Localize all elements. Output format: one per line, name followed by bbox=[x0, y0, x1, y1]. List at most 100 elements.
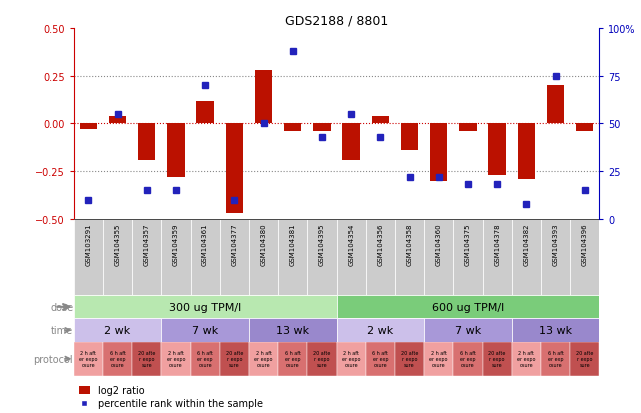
Text: 13 wk: 13 wk bbox=[276, 325, 310, 335]
Text: 7 wk: 7 wk bbox=[455, 325, 481, 335]
Bar bbox=[307, 342, 337, 376]
Text: 20 afte
r expo
sure: 20 afte r expo sure bbox=[313, 351, 331, 367]
Text: GSM104359: GSM104359 bbox=[173, 223, 179, 266]
Title: GDS2188 / 8801: GDS2188 / 8801 bbox=[285, 15, 388, 28]
Text: 2 h aft
er expo
osure: 2 h aft er expo osure bbox=[79, 351, 97, 367]
Bar bbox=[313, 124, 331, 132]
Bar bbox=[372, 116, 389, 124]
Text: GSM104361: GSM104361 bbox=[202, 223, 208, 266]
Text: GSM104382: GSM104382 bbox=[523, 223, 529, 266]
Text: 2 h aft
er expo
osure: 2 h aft er expo osure bbox=[254, 351, 273, 367]
Bar bbox=[74, 319, 162, 342]
Bar bbox=[249, 342, 278, 376]
Bar bbox=[167, 124, 185, 178]
Bar bbox=[103, 342, 132, 376]
Text: GSM103291: GSM103291 bbox=[85, 223, 91, 266]
Text: GSM104356: GSM104356 bbox=[378, 223, 383, 266]
Text: 13 wk: 13 wk bbox=[539, 325, 572, 335]
Text: 6 h aft
er exp
osure: 6 h aft er exp osure bbox=[460, 351, 476, 367]
Bar bbox=[401, 124, 419, 151]
Bar bbox=[74, 219, 103, 295]
Text: GSM104355: GSM104355 bbox=[115, 223, 121, 266]
Text: time: time bbox=[51, 325, 73, 335]
Text: GSM104381: GSM104381 bbox=[290, 223, 296, 266]
Text: GSM104357: GSM104357 bbox=[144, 223, 150, 266]
Bar bbox=[337, 319, 424, 342]
Text: protocol: protocol bbox=[33, 354, 73, 364]
Bar bbox=[162, 319, 249, 342]
Text: 20 afte
r expo
sure: 20 afte r expo sure bbox=[488, 351, 506, 367]
Bar bbox=[196, 101, 214, 124]
Text: 6 h aft
er exp
osure: 6 h aft er exp osure bbox=[285, 351, 301, 367]
Bar bbox=[74, 342, 103, 376]
Bar bbox=[424, 319, 512, 342]
Text: 20 afte
r expo
sure: 20 afte r expo sure bbox=[576, 351, 594, 367]
Bar bbox=[337, 342, 366, 376]
Text: 7 wk: 7 wk bbox=[192, 325, 218, 335]
Bar bbox=[570, 219, 599, 295]
Bar bbox=[79, 124, 97, 130]
Bar bbox=[424, 342, 453, 376]
Text: GSM104396: GSM104396 bbox=[582, 223, 588, 266]
Bar bbox=[517, 124, 535, 179]
Bar bbox=[366, 219, 395, 295]
Bar bbox=[512, 319, 599, 342]
Text: 6 h aft
er exp
osure: 6 h aft er exp osure bbox=[547, 351, 563, 367]
Legend: log2 ratio, percentile rank within the sample: log2 ratio, percentile rank within the s… bbox=[79, 385, 263, 408]
Bar bbox=[284, 124, 301, 132]
Bar bbox=[488, 124, 506, 176]
Text: 2 wk: 2 wk bbox=[367, 325, 394, 335]
Bar bbox=[190, 219, 220, 295]
Text: GSM104354: GSM104354 bbox=[348, 223, 354, 266]
Text: 2 h aft
er expo
osure: 2 h aft er expo osure bbox=[517, 351, 536, 367]
Bar bbox=[103, 219, 132, 295]
Bar bbox=[453, 219, 483, 295]
Bar bbox=[430, 124, 447, 181]
Bar bbox=[541, 342, 570, 376]
Bar bbox=[570, 342, 599, 376]
Bar bbox=[547, 86, 564, 124]
Text: GSM104375: GSM104375 bbox=[465, 223, 471, 266]
Bar bbox=[190, 342, 220, 376]
Bar bbox=[307, 219, 337, 295]
Bar bbox=[483, 219, 512, 295]
Bar bbox=[459, 124, 477, 132]
Bar bbox=[576, 124, 594, 132]
Text: GSM104360: GSM104360 bbox=[436, 223, 442, 266]
Text: 20 afte
r expo
sure: 20 afte r expo sure bbox=[138, 351, 155, 367]
Text: dose: dose bbox=[50, 302, 73, 312]
Bar bbox=[512, 342, 541, 376]
Bar bbox=[337, 219, 366, 295]
Bar bbox=[337, 295, 599, 319]
Bar bbox=[109, 116, 126, 124]
Text: 300 ug TPM/l: 300 ug TPM/l bbox=[169, 302, 241, 312]
Text: 2 h aft
er expo
osure: 2 h aft er expo osure bbox=[167, 351, 185, 367]
Text: GSM104395: GSM104395 bbox=[319, 223, 325, 266]
Bar bbox=[132, 219, 162, 295]
Bar bbox=[226, 124, 243, 214]
Bar bbox=[278, 219, 307, 295]
Bar bbox=[512, 219, 541, 295]
Text: GSM104393: GSM104393 bbox=[553, 223, 558, 266]
Bar bbox=[453, 342, 483, 376]
Bar bbox=[541, 219, 570, 295]
Bar bbox=[74, 295, 337, 319]
Bar bbox=[366, 342, 395, 376]
Text: GSM104377: GSM104377 bbox=[231, 223, 237, 266]
Bar bbox=[254, 71, 272, 124]
Bar bbox=[483, 342, 512, 376]
Text: 6 h aft
er exp
osure: 6 h aft er exp osure bbox=[197, 351, 213, 367]
Text: GSM104358: GSM104358 bbox=[406, 223, 413, 266]
Bar bbox=[220, 219, 249, 295]
Bar bbox=[162, 219, 190, 295]
Bar bbox=[395, 342, 424, 376]
Bar bbox=[342, 124, 360, 160]
Text: GSM104378: GSM104378 bbox=[494, 223, 500, 266]
Text: 6 h aft
er exp
osure: 6 h aft er exp osure bbox=[372, 351, 388, 367]
Bar bbox=[249, 219, 278, 295]
Bar bbox=[278, 342, 307, 376]
Bar bbox=[395, 219, 424, 295]
Text: 20 afte
r expo
sure: 20 afte r expo sure bbox=[226, 351, 243, 367]
Text: 600 ug TPM/l: 600 ug TPM/l bbox=[432, 302, 504, 312]
Text: GSM104380: GSM104380 bbox=[260, 223, 267, 266]
